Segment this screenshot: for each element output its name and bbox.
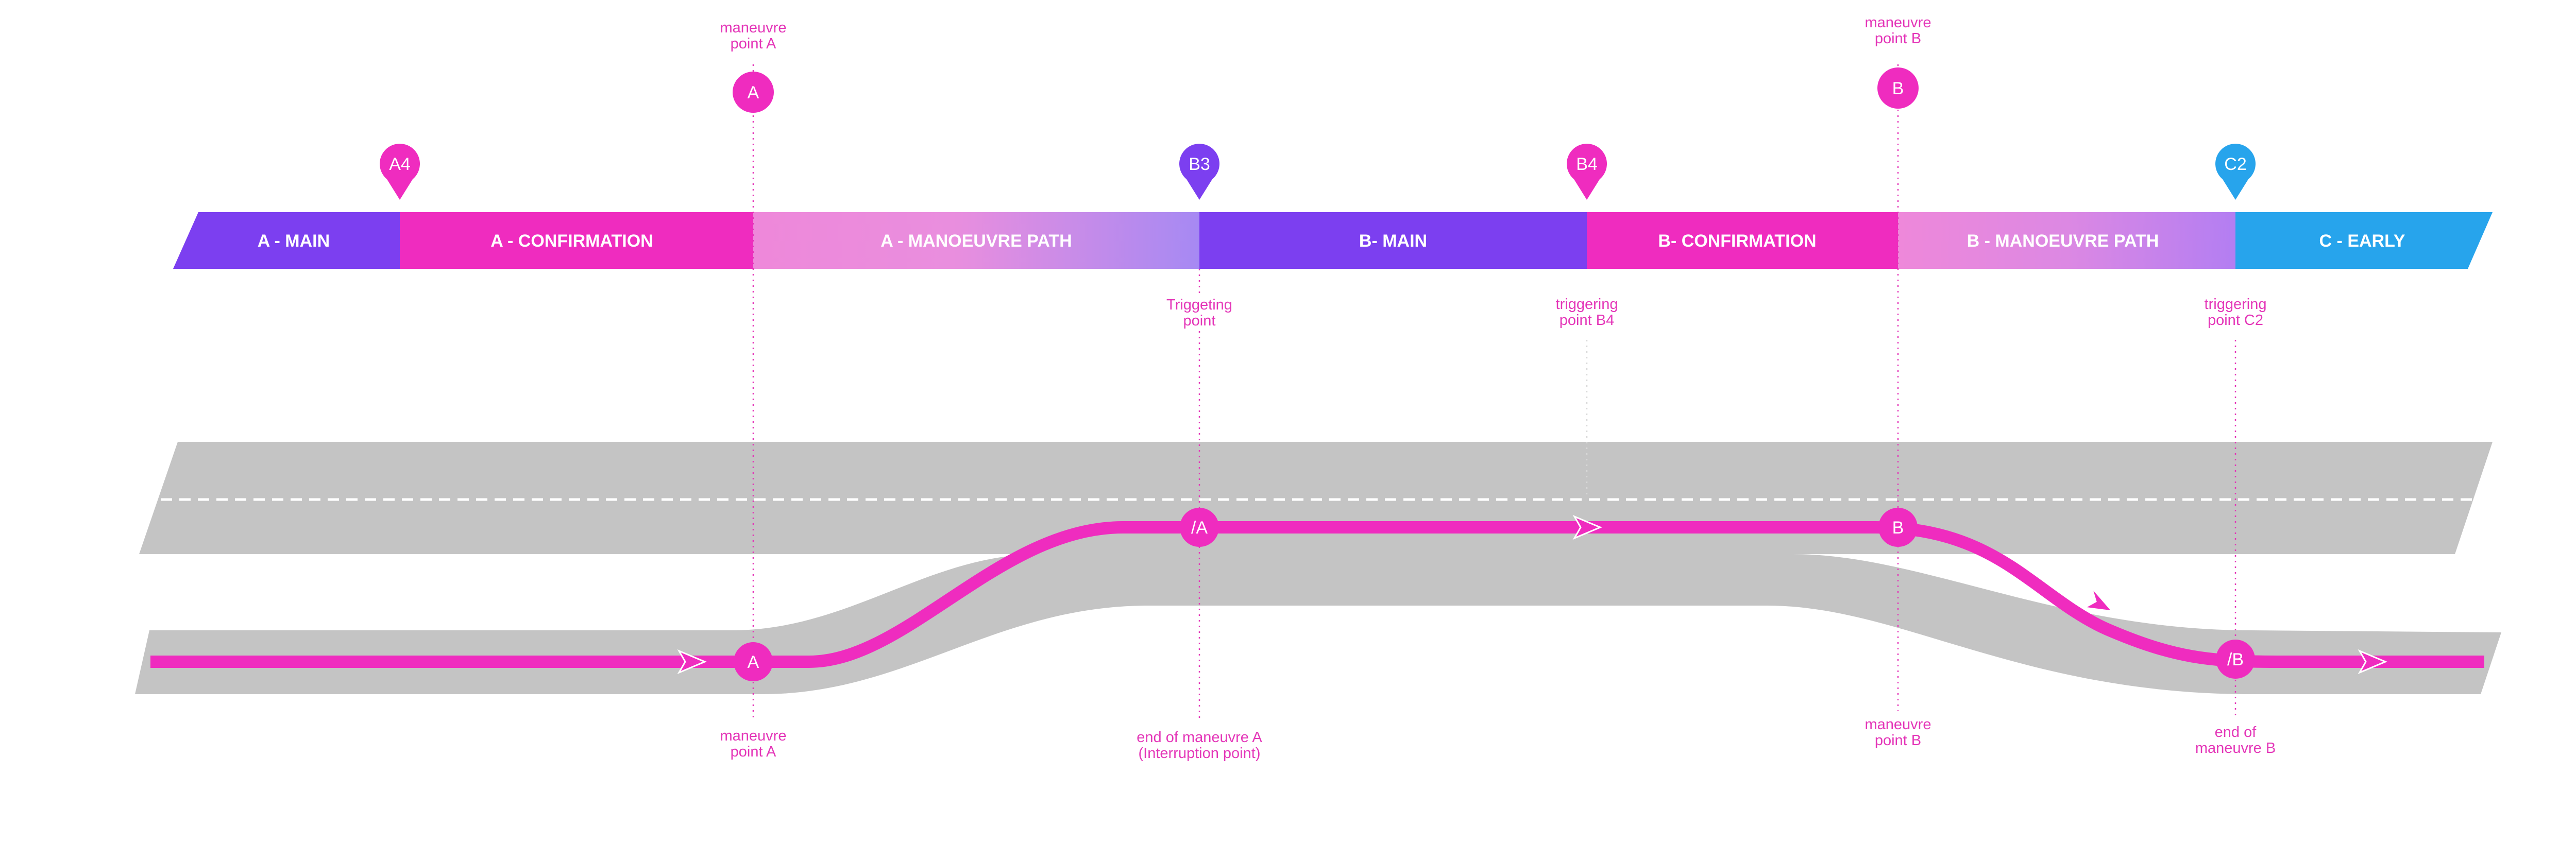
bottom-caption-a-line2: point A — [731, 744, 776, 760]
route-marker-a: A — [734, 642, 773, 681]
segment-b-confirmation — [1587, 212, 1898, 269]
top-marker-b-label: B — [1892, 79, 1904, 98]
trigger-b3-caption-line1: Triggeting — [1166, 297, 1232, 313]
top-marker-a-caption-line1: maneuvre — [720, 20, 787, 36]
map-pin-icon — [1567, 144, 1607, 200]
arrow-chevron-4 — [2358, 649, 2387, 675]
segment-c-early — [2235, 212, 2493, 269]
route-marker-b-label: B — [1892, 518, 1904, 538]
pin-c2-label: C2 — [2224, 154, 2246, 174]
arrow-chevron-3 — [2082, 587, 2114, 612]
top-marker-a-caption-line2: point A — [731, 36, 776, 52]
top-marker-b-caption-line2: point B — [1875, 30, 1921, 47]
trigger-b4-caption-line1: triggering — [1556, 296, 1618, 313]
segment-label-c-early: C - EARLY — [2319, 231, 2405, 251]
bottom-caption-end-a-line2: (Interruption point) — [1139, 745, 1261, 762]
route-marker-b: B — [1878, 508, 1918, 547]
map-pin-icon — [379, 144, 420, 200]
arrow-chevron-1 — [677, 649, 707, 675]
bottom-caption-end-b-line1: end of — [2215, 724, 2257, 741]
route-marker-end-a-label: /A — [1191, 518, 1208, 538]
route-marker-end-a: /A — [1180, 508, 1219, 547]
pin-b4-label: B4 — [1576, 154, 1598, 174]
segment-b-manoeuvre-path — [1898, 212, 2235, 269]
route — [150, 514, 2484, 675]
pin-b4: B4 — [1567, 144, 1607, 200]
trigger-c2-caption-line2: point C2 — [2208, 312, 2263, 329]
route-marker-a-label: A — [748, 652, 759, 672]
top-marker-b: maneuvre point B B — [1865, 14, 1931, 109]
top-marker-b-caption-line1: maneuvre — [1865, 14, 1931, 31]
pin-a4: A4 — [379, 144, 420, 200]
segment-a-confirmation — [400, 212, 753, 269]
segment-a-manoeuvre-path — [753, 212, 1199, 269]
top-markers: maneuvre point A A maneuvre point B B — [720, 14, 1931, 113]
bottom-captions: maneuvre point A end of maneuvre A (Inte… — [690, 716, 2276, 764]
top-marker-a: maneuvre point A A — [720, 20, 787, 113]
bottom-caption-end-a-line1: end of maneuvre A — [1137, 729, 1262, 746]
bottom-caption-a-line1: maneuvre — [720, 728, 787, 744]
guide-lines — [752, 64, 2236, 721]
segment-a-main — [173, 212, 400, 269]
road-main-lane — [139, 442, 2493, 554]
segment-label-a-main: A - MAIN — [258, 231, 330, 251]
trigger-b3-caption-line2: point — [1183, 313, 1216, 329]
road-branch-lower — [135, 554, 2501, 694]
trigger-captions: Triggeting point triggering point B4 tri… — [1149, 294, 2266, 331]
pin-a4-label: A4 — [389, 154, 411, 174]
route-path — [150, 521, 2484, 668]
route-marker-end-b-label: /B — [2227, 650, 2244, 669]
segment-label-a-confirmation: A - CONFIRMATION — [490, 231, 653, 251]
arrow-chevron-2 — [1572, 514, 1602, 540]
trigger-b4-caption-line2: point B4 — [1560, 312, 1614, 329]
map-pin-icon — [2215, 144, 2256, 200]
segment-label-b-manoeuvre-path: B - MANOEUVRE PATH — [1967, 231, 2159, 251]
segment-b-main — [1199, 212, 1587, 269]
bottom-caption-b-line1: maneuvre — [1865, 716, 1931, 733]
pin-c2: C2 — [2215, 144, 2256, 200]
route-markers: A /A B /B — [734, 508, 2255, 681]
bottom-caption-b-line2: point B — [1875, 732, 1921, 749]
trigger-c2-caption-line1: triggering — [2205, 296, 2267, 313]
bottom-caption-end-b-line2: maneuvre B — [2195, 740, 2276, 756]
map-pin-icon — [1179, 144, 1219, 200]
top-marker-a-label: A — [748, 83, 759, 102]
segment-label-b-confirmation: B- CONFIRMATION — [1658, 231, 1816, 251]
segment-bar: A - MAIN A - CONFIRMATION A - MANOEUVRE … — [173, 212, 2493, 269]
pin-b3-label: B3 — [1189, 154, 1210, 174]
route-marker-end-b: /B — [2216, 640, 2255, 679]
pin-b3: B3 — [1179, 144, 1219, 200]
segment-label-a-manoeuvre-path: A - MANOEUVRE PATH — [880, 231, 1072, 251]
segment-label-b-main: B- MAIN — [1359, 231, 1427, 251]
map-pins: A4 B3 B4 C2 — [379, 144, 2256, 200]
